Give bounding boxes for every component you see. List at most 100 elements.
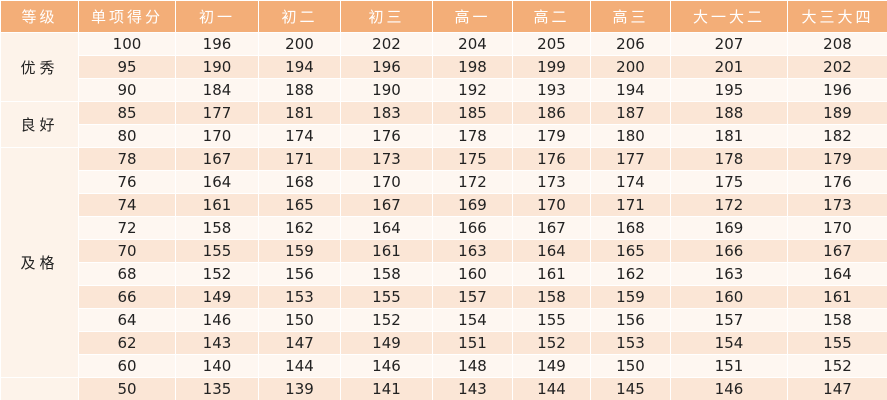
value-cell: 155 (340, 285, 433, 309)
value-cell: 165 (590, 239, 671, 263)
value-cell: 164 (512, 239, 591, 263)
value-cell: 192 (432, 78, 513, 102)
value-cell: 158 (512, 285, 591, 309)
value-cell: 167 (175, 147, 259, 171)
value-cell: 146 (670, 377, 788, 400)
header-row: 等级 单项得分 初一 初二 初三 高一 高二 高三 大一大二 大三大四 (0, 0, 887, 33)
value-cell: 153 (258, 285, 341, 309)
value-cell: 145 (590, 377, 671, 400)
table-row: 68 152 156 158 160 161 162 163 164 (1, 262, 887, 286)
header-cell: 高二 (512, 0, 591, 33)
value-cell: 74 (78, 193, 176, 217)
table-row: 74 161 165 167 169 170 171 172 173 (1, 193, 887, 217)
header-cell: 等级 (0, 0, 79, 33)
value-cell: 168 (590, 216, 671, 240)
value-cell: 198 (432, 55, 513, 79)
value-cell: 80 (78, 124, 176, 148)
value-cell: 152 (787, 354, 887, 378)
value-cell: 164 (340, 216, 433, 240)
value-cell: 143 (175, 331, 259, 355)
value-cell: 188 (258, 78, 341, 102)
header-cell: 大一大二 (670, 0, 788, 33)
table-row: 良好 85 177 181 183 185 186 187 188 189 (0, 101, 887, 148)
value-cell: 170 (175, 124, 259, 148)
value-cell: 156 (590, 308, 671, 332)
value-cell: 152 (512, 331, 591, 355)
value-cell: 177 (175, 101, 259, 125)
value-cell: 175 (670, 170, 788, 194)
header-cell: 高三 (590, 0, 671, 33)
table-row: 72 158 162 164 166 167 168 169 170 (1, 216, 887, 240)
table-row: 50 135 139 141 143 144 145 146 147 (0, 377, 887, 400)
value-cell: 176 (787, 170, 887, 194)
value-cell: 78 (78, 147, 176, 171)
value-cell: 146 (175, 308, 259, 332)
value-cell: 161 (787, 285, 887, 309)
value-cell: 66 (78, 285, 176, 309)
value-cell: 189 (787, 101, 887, 125)
table-row: 80 170 174 176 178 179 180 181 182 (1, 124, 887, 148)
value-cell: 179 (787, 147, 887, 171)
value-cell: 181 (670, 124, 788, 148)
value-cell: 141 (340, 377, 433, 400)
value-cell: 50 (78, 377, 176, 400)
value-cell: 148 (432, 354, 513, 378)
value-cell: 178 (670, 147, 788, 171)
table-row: 66 149 153 155 157 158 159 160 161 (1, 285, 887, 309)
value-cell: 155 (787, 331, 887, 355)
value-cell: 149 (340, 331, 433, 355)
value-cell: 154 (432, 308, 513, 332)
value-cell: 152 (340, 308, 433, 332)
value-cell: 90 (78, 78, 176, 102)
value-cell: 201 (670, 55, 788, 79)
value-cell: 173 (512, 170, 591, 194)
table-row: 76 164 168 170 172 173 174 175 176 (1, 170, 887, 194)
value-cell: 170 (340, 170, 433, 194)
value-cell: 159 (590, 285, 671, 309)
value-cell: 172 (670, 193, 788, 217)
value-cell: 147 (258, 331, 341, 355)
value-cell: 147 (787, 377, 887, 400)
value-cell: 196 (787, 78, 887, 102)
value-cell: 139 (258, 377, 341, 400)
table-row: 64 146 150 152 154 155 156 157 158 (1, 308, 887, 332)
grade-cell: 良好 (0, 101, 79, 148)
value-cell: 180 (590, 124, 671, 148)
value-cell: 154 (670, 331, 788, 355)
value-cell: 151 (670, 354, 788, 378)
value-cell: 174 (258, 124, 341, 148)
value-cell: 175 (432, 147, 513, 171)
value-cell: 161 (512, 262, 591, 286)
value-cell: 196 (175, 32, 259, 56)
value-cell: 143 (432, 377, 513, 400)
value-cell: 176 (340, 124, 433, 148)
value-cell: 204 (432, 32, 513, 56)
value-cell: 187 (590, 101, 671, 125)
value-cell: 155 (175, 239, 259, 263)
value-cell: 194 (258, 55, 341, 79)
value-cell: 167 (512, 216, 591, 240)
header-cell: 初一 (175, 0, 259, 33)
value-cell: 160 (670, 285, 788, 309)
value-cell: 173 (787, 193, 887, 217)
value-cell: 161 (340, 239, 433, 263)
table-row: 95 190 194 196 198 199 200 201 202 (1, 55, 887, 79)
value-cell: 95 (78, 55, 176, 79)
value-cell: 144 (258, 354, 341, 378)
value-cell: 160 (432, 262, 513, 286)
value-cell: 190 (340, 78, 433, 102)
value-cell: 165 (258, 193, 341, 217)
value-cell: 167 (340, 193, 433, 217)
value-cell: 150 (258, 308, 341, 332)
value-cell: 70 (78, 239, 176, 263)
value-cell: 150 (590, 354, 671, 378)
value-cell: 169 (670, 216, 788, 240)
grade-cell: 优秀 (0, 32, 79, 102)
value-cell: 194 (590, 78, 671, 102)
value-cell: 158 (175, 216, 259, 240)
value-cell: 193 (512, 78, 591, 102)
value-cell: 208 (787, 32, 887, 56)
value-cell: 182 (787, 124, 887, 148)
